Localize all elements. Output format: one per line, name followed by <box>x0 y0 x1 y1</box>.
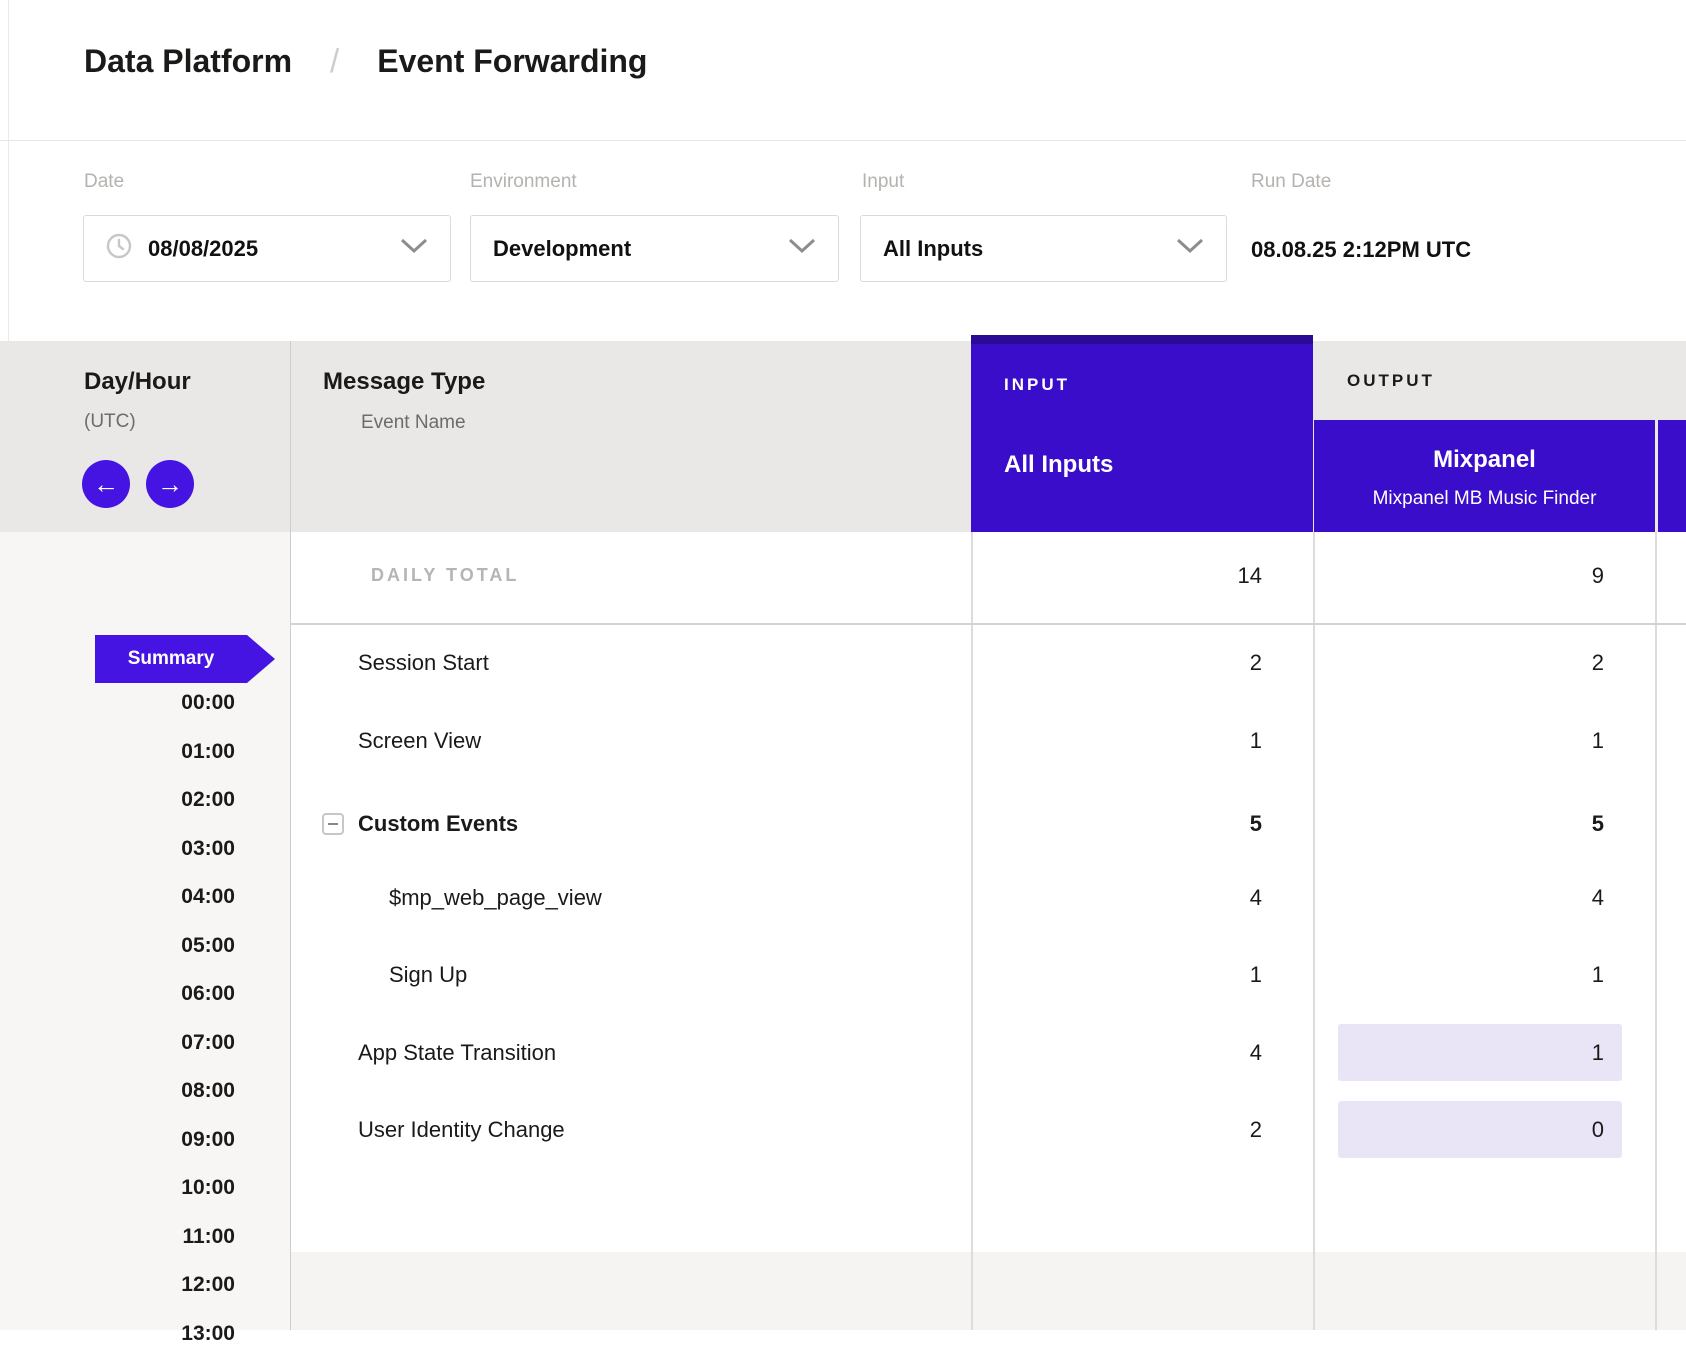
event-row-output-value: 1 <box>1313 728 1604 754</box>
previous-day-button[interactable]: ← <box>82 460 130 508</box>
event-row-input-value: 2 <box>971 1117 1262 1143</box>
event-row-input-value: 1 <box>971 962 1262 988</box>
hour-row-label[interactable]: 03:00 <box>0 837 235 861</box>
hour-row-label[interactable]: 12:00 <box>0 1273 235 1297</box>
input-value: All Inputs <box>883 236 983 262</box>
arrow-right-icon: → <box>157 471 183 497</box>
hour-row-label[interactable]: 05:00 <box>0 934 235 958</box>
content-left-border <box>8 0 9 341</box>
page-title: Event Forwarding <box>377 43 647 80</box>
hour-row-label[interactable]: 13:00 <box>0 1322 235 1346</box>
event-row-input-value: 5 <box>971 811 1262 837</box>
event-row-output-value: 5 <box>1313 811 1604 837</box>
hour-row-label[interactable]: 01:00 <box>0 740 235 764</box>
environment-value: Development <box>493 236 631 262</box>
event-row-output-value: 2 <box>1313 650 1604 676</box>
environment-filter-label: Environment <box>470 171 577 193</box>
hour-row-label[interactable]: 09:00 <box>0 1128 235 1152</box>
event-row-output-value: 1 <box>1592 1040 1604 1066</box>
input-group-label: INPUT <box>1004 375 1070 395</box>
hour-row-label[interactable]: 08:00 <box>0 1079 235 1103</box>
message-type-column-subtitle: Event Name <box>361 412 466 434</box>
arrow-left-icon: ← <box>93 471 119 497</box>
event-row-output-highlighted-cell: 1 <box>1338 1024 1622 1081</box>
input-column-header: INPUT All Inputs <box>971 335 1313 532</box>
daily-total-divider <box>290 623 1686 625</box>
output-group-label: OUTPUT <box>1347 371 1435 391</box>
chevron-down-icon <box>400 238 428 259</box>
event-row-label: Screen View <box>358 728 481 754</box>
connector-name: Mixpanel <box>1314 446 1655 474</box>
breadcrumb-separator: / <box>330 42 339 80</box>
run-date-value: 08.08.25 2:12PM UTC <box>1251 237 1471 263</box>
daily-total-output-value: 9 <box>1313 563 1604 589</box>
event-row-label: App State Transition <box>358 1040 556 1066</box>
hour-row-label[interactable]: 06:00 <box>0 982 235 1006</box>
connector-divider <box>1655 532 1657 1330</box>
date-filter-label: Date <box>84 171 124 193</box>
event-row-output-highlighted-cell: 0 <box>1338 1101 1622 1158</box>
breadcrumb-section[interactable]: Data Platform <box>84 43 292 80</box>
next-day-button[interactable]: → <box>146 460 194 508</box>
breadcrumb: Data Platform / Event Forwarding <box>84 42 647 80</box>
input-column-accent-strip <box>971 335 1313 344</box>
minus-square-icon <box>328 823 338 825</box>
event-row-label: User Identity Change <box>358 1117 565 1143</box>
day-hour-column-title: Day/Hour <box>84 368 191 396</box>
event-row-label: Sign Up <box>389 962 467 988</box>
input-column-name: All Inputs <box>1004 451 1113 479</box>
header-divider <box>0 140 1686 141</box>
hour-row-label[interactable]: 00:00 <box>0 691 235 715</box>
hour-row-label[interactable]: 07:00 <box>0 1031 235 1055</box>
event-row-input-value: 4 <box>971 885 1262 911</box>
connector-subtitle: Mixpanel MB Music Finder <box>1314 488 1655 510</box>
event-row-output-value: 4 <box>1313 885 1604 911</box>
input-filter-label: Input <box>862 171 904 193</box>
event-row-output-value: 1 <box>1313 962 1604 988</box>
table-footer-band <box>290 1252 1686 1330</box>
date-value: 08/08/2025 <box>148 236 258 262</box>
hour-row-label[interactable]: 11:00 <box>0 1225 235 1249</box>
rail-column-divider <box>290 341 291 1330</box>
output-connector-header[interactable]: Mixpanel Mixpanel MB Music Finder <box>1314 420 1655 532</box>
clock-icon <box>106 233 132 264</box>
event-group-label: Custom Events <box>358 811 518 837</box>
day-hour-column-subtitle: (UTC) <box>84 411 136 433</box>
next-connector-header-partial <box>1658 420 1686 532</box>
chevron-down-icon <box>788 238 816 259</box>
run-date-label: Run Date <box>1251 171 1331 193</box>
daily-total-input-value: 14 <box>971 563 1262 589</box>
summary-selector-tag[interactable]: Summary <box>95 635 275 683</box>
event-row-label: $mp_web_page_view <box>389 885 602 911</box>
date-dropdown[interactable]: 08/08/2025 <box>83 215 451 282</box>
message-type-column-title: Message Type <box>323 368 485 396</box>
hour-row-label[interactable]: 02:00 <box>0 788 235 812</box>
hour-row-label[interactable]: 10:00 <box>0 1176 235 1200</box>
event-row-output-value: 0 <box>1592 1117 1604 1143</box>
event-row-input-value: 1 <box>971 728 1262 754</box>
collapse-group-button[interactable] <box>322 813 344 835</box>
daily-total-label: DAILY TOTAL <box>371 565 519 586</box>
event-row-input-value: 2 <box>971 650 1262 676</box>
summary-tag-label: Summary <box>128 648 215 670</box>
input-dropdown[interactable]: All Inputs <box>860 215 1227 282</box>
hour-row-label[interactable]: 04:00 <box>0 885 235 909</box>
event-row-input-value: 4 <box>971 1040 1262 1066</box>
chevron-down-icon <box>1176 238 1204 259</box>
event-row-label: Session Start <box>358 650 489 676</box>
environment-dropdown[interactable]: Development <box>470 215 839 282</box>
